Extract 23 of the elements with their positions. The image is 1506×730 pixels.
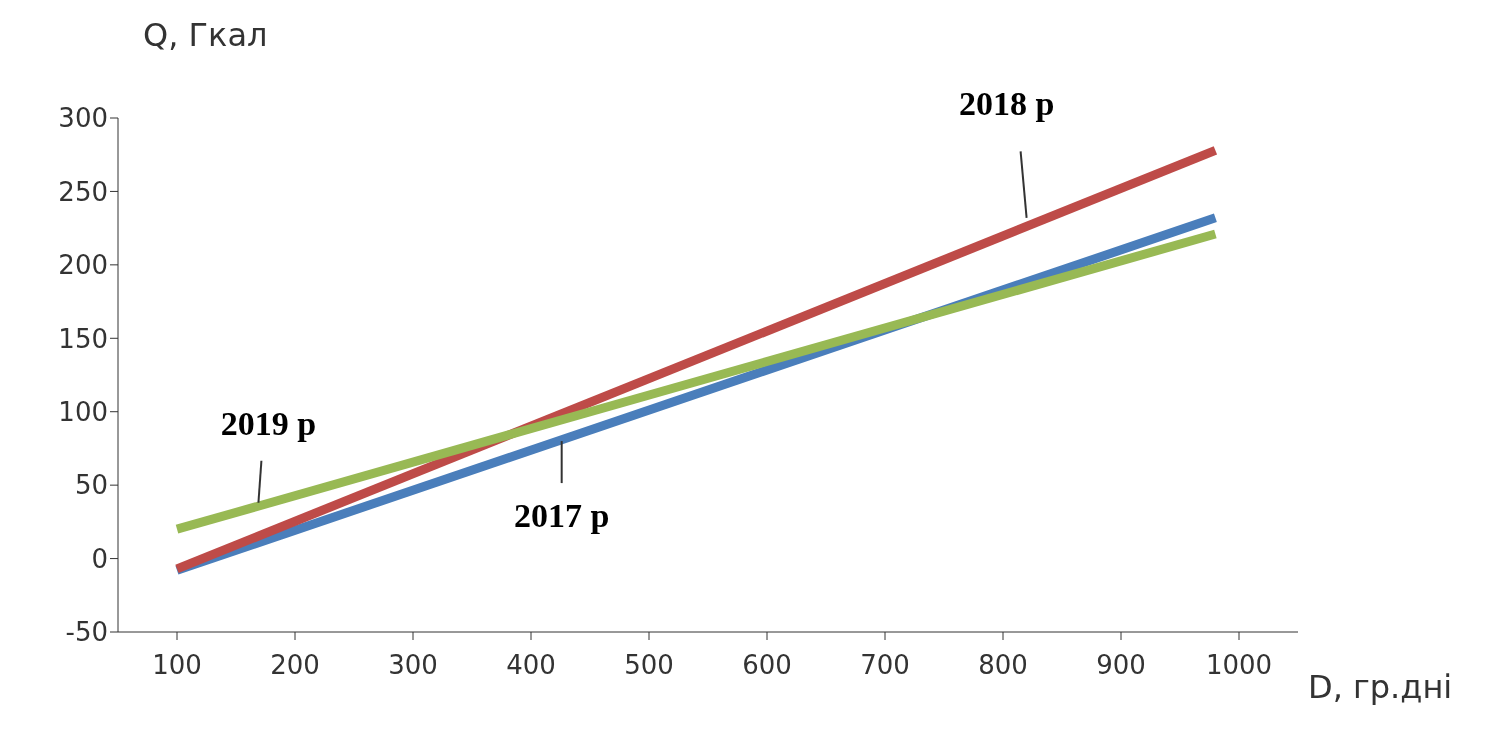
annotation: 2017 р — [513, 497, 610, 535]
y-tick-label: -50 — [65, 617, 108, 648]
x-tick-label: 300 — [388, 650, 438, 681]
x-tick-label: 200 — [270, 650, 320, 681]
y-tick-label: 100 — [58, 396, 108, 427]
x-tick-label: 900 — [1096, 650, 1146, 681]
x-tick-label: 1000 — [1205, 650, 1273, 681]
annotation: 2019 р — [220, 404, 317, 442]
x-tick-label: 600 — [742, 650, 792, 681]
y-tick-label: 50 — [74, 470, 108, 501]
y-tick-label: 150 — [58, 323, 108, 354]
y-tick-label: 0 — [91, 543, 108, 574]
y-axis-title: Q, Гкал — [143, 16, 268, 54]
y-tick-label: 300 — [58, 103, 108, 134]
annotation: 2018 р — [958, 84, 1055, 122]
x-tick-label: 800 — [978, 650, 1028, 681]
x-axis-title: D, гр.дні — [1308, 668, 1453, 706]
x-tick-label: 500 — [624, 650, 674, 681]
x-tick-label: 400 — [506, 650, 556, 681]
y-tick-label: 250 — [58, 176, 108, 207]
x-tick-label: 100 — [152, 650, 202, 681]
y-tick-label: 200 — [58, 250, 108, 281]
x-tick-label: 700 — [860, 650, 910, 681]
